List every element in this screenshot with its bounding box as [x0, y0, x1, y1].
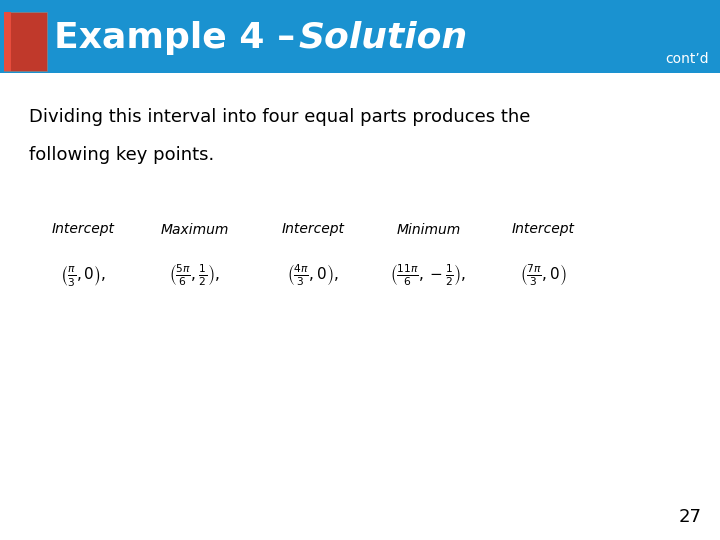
Text: $\left(\frac{5\pi}{6},\frac{1}{2}\right),$: $\left(\frac{5\pi}{6},\frac{1}{2}\right)… [169, 262, 220, 288]
FancyBboxPatch shape [0, 0, 720, 73]
Text: $\left(\frac{7\pi}{3},0\right)$: $\left(\frac{7\pi}{3},0\right)$ [520, 262, 567, 288]
Text: Maximum: Maximum [161, 222, 228, 237]
FancyBboxPatch shape [7, 5, 47, 58]
FancyBboxPatch shape [9, 5, 48, 54]
Text: Solution: Solution [299, 21, 468, 55]
FancyBboxPatch shape [4, 12, 11, 71]
Text: Intercept: Intercept [512, 222, 575, 237]
Text: $\left(\frac{11\pi}{6},-\frac{1}{2}\right),$: $\left(\frac{11\pi}{6},-\frac{1}{2}\righ… [390, 262, 467, 288]
Text: 27: 27 [679, 509, 702, 526]
Text: Intercept: Intercept [51, 222, 114, 237]
Text: $\left(\frac{4\pi}{3},0\right),$: $\left(\frac{4\pi}{3},0\right),$ [287, 262, 339, 288]
Text: Minimum: Minimum [396, 222, 461, 237]
Text: following key points.: following key points. [29, 146, 214, 164]
FancyBboxPatch shape [4, 12, 47, 71]
Text: Dividing this interval into four equal parts produces the: Dividing this interval into four equal p… [29, 108, 530, 126]
FancyBboxPatch shape [6, 5, 45, 57]
Text: $\left(\frac{\pi}{3},0\right),$: $\left(\frac{\pi}{3},0\right),$ [60, 263, 106, 288]
Text: Intercept: Intercept [282, 222, 345, 237]
Text: cont’d: cont’d [665, 52, 709, 66]
Text: Example 4 –: Example 4 – [54, 21, 308, 55]
